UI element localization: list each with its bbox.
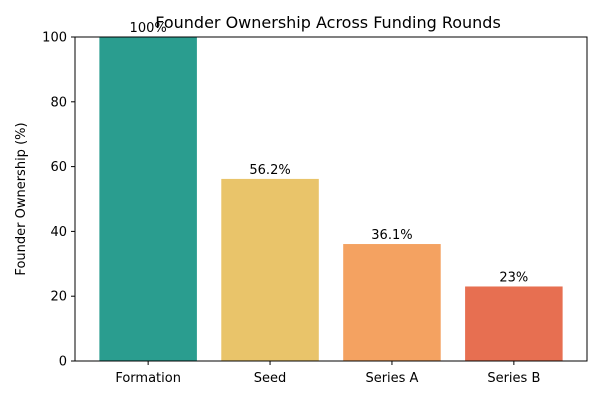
value-labels-layer: 100% 56.2% 36.1% 23%	[130, 21, 529, 285]
x-tick-label: Seed	[254, 371, 287, 386]
y-tick-label: 80	[50, 95, 67, 110]
x-tick-label: Series A	[365, 371, 418, 386]
bars-layer	[99, 37, 563, 361]
bar-value-label: 100%	[130, 21, 167, 36]
bar-series-a	[343, 244, 441, 361]
plot-frame	[74, 36, 588, 362]
bar-value-label: 56.2%	[249, 163, 290, 178]
x-tick-label: Formation	[115, 371, 181, 386]
x-tick-label: Series B	[487, 371, 540, 386]
bar-value-label: 23%	[499, 270, 528, 285]
y-tick-label: 60	[50, 160, 67, 175]
x-axis: Formation Seed Series A Series B	[115, 361, 540, 386]
y-tick-label: 100	[42, 31, 67, 46]
y-axis-label: Founder Ownership (%)	[14, 122, 29, 275]
y-axis: 0 20 40 60 80 100	[42, 31, 75, 370]
y-tick-label: 0	[59, 355, 67, 370]
plot-border	[74, 36, 588, 362]
chart-title: Founder Ownership Across Funding Rounds	[155, 13, 501, 32]
bar-formation	[99, 37, 197, 361]
y-tick-label: 40	[50, 225, 67, 240]
y-tick-label: 20	[50, 290, 67, 305]
bar-series-b	[465, 286, 563, 361]
bar-value-label: 36.1%	[371, 228, 412, 243]
bar-seed	[221, 178, 319, 361]
